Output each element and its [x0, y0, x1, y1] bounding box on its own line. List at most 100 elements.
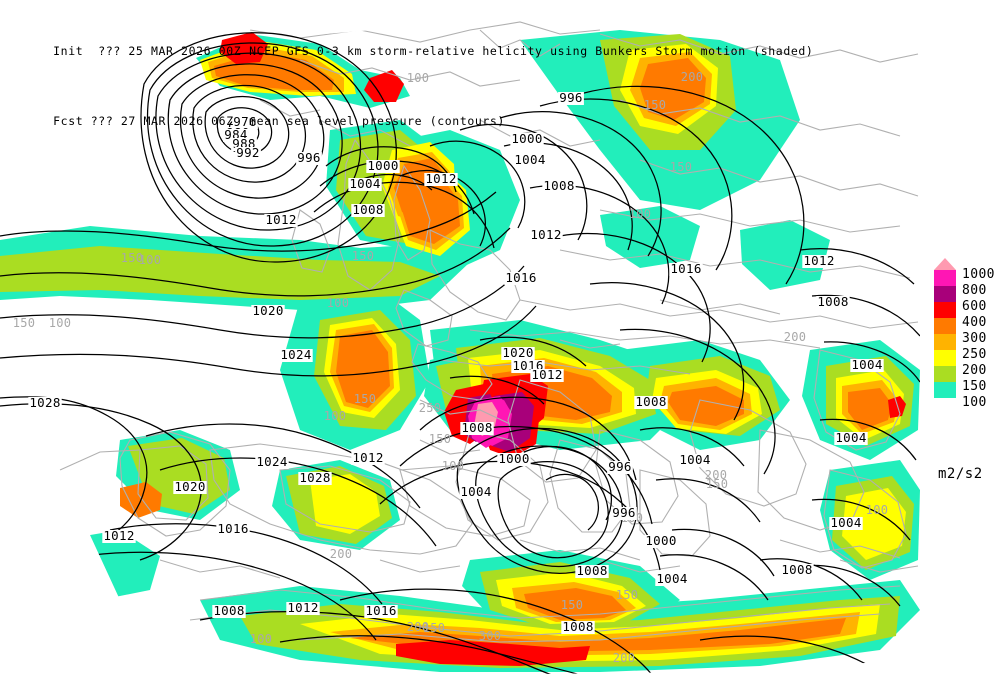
svg-text:200: 200	[705, 468, 728, 482]
legend-value-label: 800	[962, 283, 987, 298]
isobar-label: 1004	[834, 430, 868, 445]
svg-text:1024: 1024	[256, 454, 287, 469]
helicity-contour-label: 150	[354, 392, 377, 406]
isobar-label: 1020	[251, 303, 285, 318]
isobar-label: 1004	[655, 571, 689, 586]
svg-text:1028: 1028	[299, 470, 330, 485]
isobar-label: 1012	[102, 528, 136, 543]
isobar-label: 1008	[780, 562, 814, 577]
isobar-label: 1000	[366, 158, 400, 173]
svg-text:150: 150	[121, 251, 144, 265]
helicity-contour-label: 150	[423, 621, 446, 635]
svg-text:1008: 1008	[352, 202, 383, 217]
svg-text:150: 150	[644, 98, 667, 112]
isobar-label: 996	[607, 459, 633, 474]
isobar-label: 1012	[286, 600, 320, 615]
legend-row: 300	[930, 331, 1000, 350]
svg-text:1004: 1004	[830, 515, 861, 530]
helicity-contour-label: 150	[352, 249, 375, 263]
svg-text:996: 996	[559, 90, 582, 105]
svg-text:1024: 1024	[280, 347, 311, 362]
legend-row: 1000	[930, 267, 1000, 286]
svg-text:1016: 1016	[505, 270, 536, 285]
svg-text:150: 150	[706, 477, 729, 491]
legend-swatch	[934, 286, 956, 302]
svg-text:1016: 1016	[670, 261, 701, 276]
isobar-label: 1008	[212, 603, 246, 618]
svg-text:1004: 1004	[514, 152, 545, 167]
isobar-label: 1000	[644, 533, 678, 548]
legend-value-label: 1000	[962, 267, 995, 282]
svg-text:1000: 1000	[498, 451, 529, 466]
isobar-label: 1008	[351, 202, 385, 217]
svg-text:150: 150	[616, 588, 639, 602]
helicity-contour-label: 200	[784, 330, 807, 344]
legend-swatch	[934, 366, 956, 382]
helicity-contour-label: 200	[407, 620, 429, 634]
legend-row: 600	[930, 299, 1000, 318]
isobar-label: 1004	[348, 176, 382, 191]
legend-swatch	[934, 270, 956, 286]
helicity-contour-label: 150	[670, 160, 693, 174]
svg-text:200: 200	[681, 70, 704, 84]
map-title-text: NCEP GFS 0-3 km storm-relative helicity …	[249, 44, 814, 58]
svg-text:996: 996	[608, 459, 631, 474]
helicity-contour-label: 200	[613, 651, 635, 665]
svg-text:1004: 1004	[460, 484, 491, 499]
svg-text:1004: 1004	[851, 357, 882, 372]
svg-text:100: 100	[49, 316, 72, 330]
isobar-label: 1012	[529, 227, 563, 242]
isobar-label: 976	[232, 114, 258, 129]
isobar-label: 1016	[669, 261, 703, 276]
map-subtitle-text: mean sea level pressure (contours)	[249, 114, 505, 128]
helicity-contour-label: 100	[866, 503, 888, 517]
isobar-label: 1008	[575, 563, 609, 578]
header-line-fcst: Fcst ??? 27 MAR 2026 06Z mean sea level p…	[8, 100, 813, 142]
svg-text:150: 150	[354, 392, 377, 406]
isobar-label: 996	[296, 150, 322, 165]
isobar-label: 1020	[173, 479, 207, 494]
svg-text:1008: 1008	[635, 394, 666, 409]
isobar-label: 1012	[351, 450, 385, 465]
helicity-contour-label: 150	[121, 251, 144, 265]
svg-text:150: 150	[13, 316, 36, 330]
map-header: Init ??? 25 MAR 2026 00Z NCEP GFS 0-3 km …	[8, 2, 813, 170]
svg-text:150: 150	[670, 160, 693, 174]
helicity-contour-label: 150	[13, 316, 36, 330]
svg-text:150: 150	[423, 621, 446, 635]
svg-text:200: 200	[784, 330, 807, 344]
color-legend: 1000 800 600 400 300 250 200 150 100	[930, 258, 1000, 414]
helicity-contour-label: 250	[419, 401, 441, 415]
legend-row: 250	[930, 347, 1000, 366]
isobar-label: 1012	[530, 367, 564, 382]
svg-text:150: 150	[352, 249, 375, 263]
svg-text:100: 100	[629, 207, 652, 221]
isobar-label: 1008	[816, 294, 850, 309]
legend-row: 800	[930, 283, 1000, 302]
isobar-label: 1008	[561, 619, 595, 634]
svg-text:996: 996	[297, 150, 320, 165]
isobar-label: 1008	[460, 420, 494, 435]
helicity-contour-label: 150	[429, 432, 451, 446]
svg-text:100: 100	[407, 71, 430, 85]
svg-text:996: 996	[612, 505, 635, 520]
svg-text:100: 100	[324, 409, 347, 423]
svg-text:976: 976	[233, 114, 256, 129]
helicity-contour-label: 200	[705, 468, 728, 482]
svg-text:1008: 1008	[817, 294, 848, 309]
svg-text:1008: 1008	[562, 619, 593, 634]
isobar-label: 1004	[829, 515, 863, 530]
svg-text:1008: 1008	[461, 420, 492, 435]
svg-text:1012: 1012	[530, 227, 561, 242]
helicity-contour-label: 100	[49, 316, 72, 330]
helicity-contour-label: 100	[327, 296, 349, 310]
legend-swatch	[934, 302, 956, 318]
legend-row: 100	[930, 395, 1000, 414]
svg-text:1004: 1004	[679, 452, 710, 467]
isobar-label: 1016	[216, 521, 250, 536]
legend-value-label: 150	[962, 379, 987, 394]
svg-text:1004: 1004	[835, 430, 866, 445]
isobar-label: 1008	[542, 178, 576, 193]
